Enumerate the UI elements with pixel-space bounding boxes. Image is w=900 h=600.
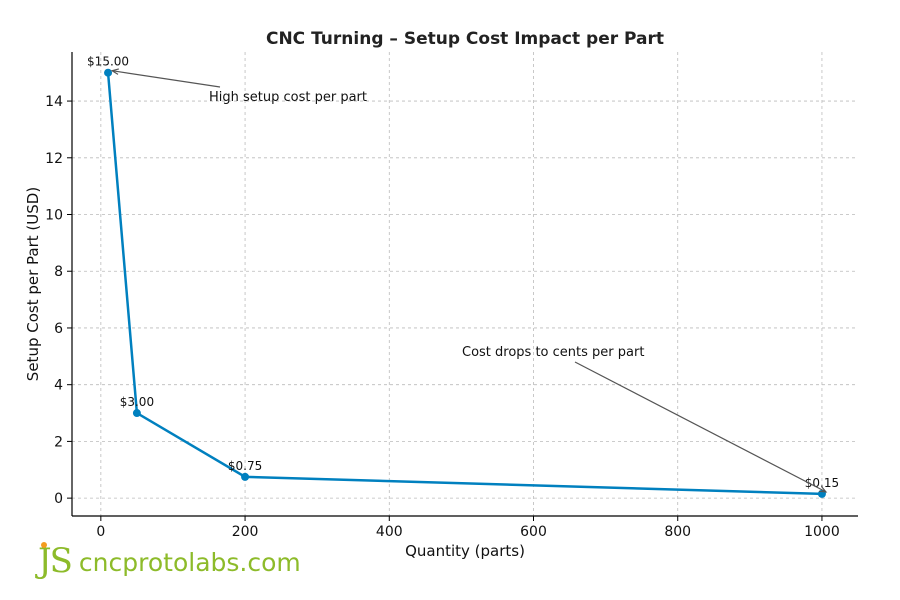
x-tick-label: 600 — [520, 524, 547, 540]
x-tick-label: 0 — [96, 524, 105, 540]
x-tick-label: 1000 — [804, 524, 840, 540]
watermark-logo: JS cncprotolabs.com — [38, 542, 301, 580]
annotation-arrow — [111, 70, 221, 88]
y-tick-label: 12 — [45, 151, 63, 167]
y-tick-label: 0 — [54, 491, 63, 507]
x-tick-label: 400 — [376, 524, 403, 540]
chart-title: CNC Turning – Setup Cost Impact per Part — [266, 29, 664, 49]
data-point — [132, 409, 141, 418]
data-point — [241, 472, 250, 481]
y-tick-label: 4 — [54, 378, 63, 394]
y-tick-label: 14 — [45, 94, 63, 110]
y-tick-label: 8 — [54, 264, 63, 280]
data-label: $0.15 — [805, 476, 839, 490]
data-point — [104, 68, 113, 77]
y-tick-label: 6 — [54, 321, 63, 337]
annotation-arrowhead — [110, 68, 119, 75]
annotation-text: Cost drops to cents per part — [462, 345, 644, 360]
x-tick-label: 200 — [232, 524, 259, 540]
annotations: High setup cost per part Cost drops to ce… — [110, 68, 828, 493]
y-tick-label: 10 — [45, 208, 63, 224]
axes: 0 200 400 600 800 1000 0 2 4 6 8 10 12 14 — [45, 52, 858, 540]
x-tick-label: 800 — [664, 524, 691, 540]
annotation-text: High setup cost per part — [209, 90, 367, 105]
y-tick-label: 2 — [54, 434, 63, 450]
series: $15.00 $3.00 $0.75 $0.15 — [87, 55, 839, 498]
data-label: $0.75 — [228, 459, 262, 473]
logo-site: cncprotolabs.com — [78, 548, 301, 577]
data-label: $3.00 — [120, 395, 154, 409]
x-axis-label: Quantity (parts) — [405, 542, 525, 560]
y-axis-label: Setup Cost per Part (USD) — [24, 187, 42, 381]
logo-mark: JS — [38, 541, 73, 581]
series-line — [106, 72, 822, 496]
data-label: $15.00 — [87, 55, 129, 69]
annotation-arrowhead — [818, 486, 828, 493]
annotation-arrow — [574, 361, 827, 493]
grid — [72, 52, 858, 516]
